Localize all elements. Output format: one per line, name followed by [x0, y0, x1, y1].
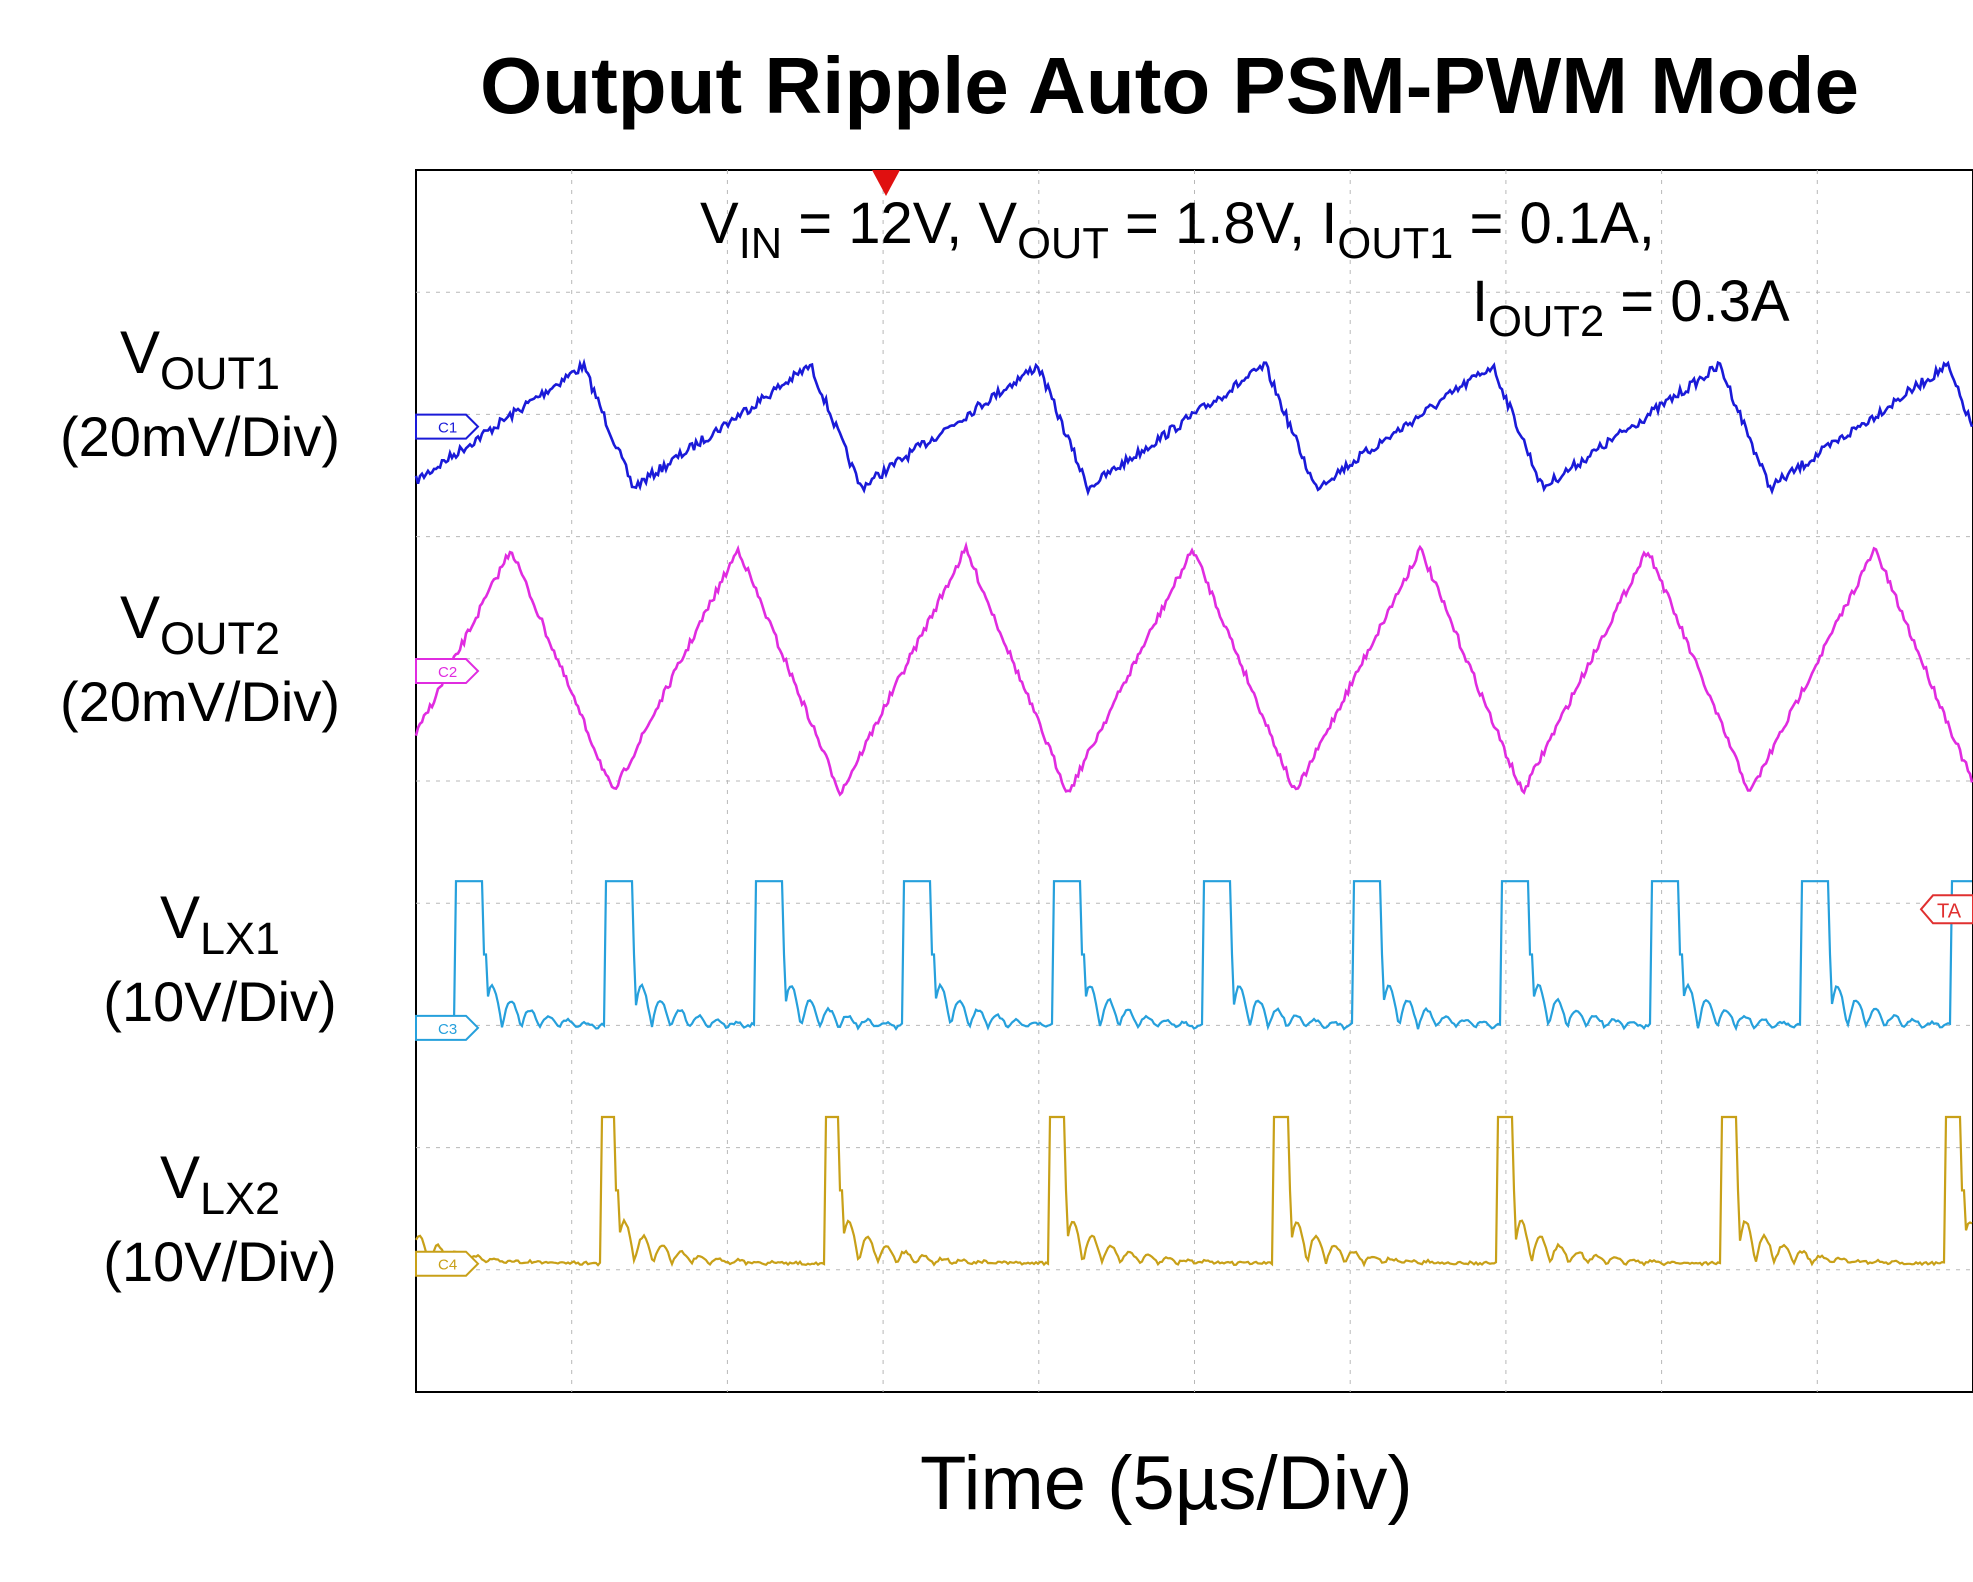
trace-vlx1 [415, 880, 1972, 1032]
grid-lines [416, 170, 1973, 1392]
channel-marker-text: C2 [438, 664, 457, 681]
trigger-level-text: TA [1937, 900, 1962, 922]
trace-vout1 [414, 358, 1973, 497]
x-axis-label: Time (5µs/Div) [920, 1441, 1413, 1526]
channel-marker-text: C3 [438, 1021, 457, 1038]
trigger-level-marker [1919, 894, 1973, 925]
channel-markers: C1 C2 C3 C4 TA [415, 413, 1973, 1277]
chart-title: Output Ripple Auto PSM-PWM Mode [480, 41, 1860, 130]
trace-vout2 [414, 541, 1973, 797]
channel-marker-c2 [415, 658, 480, 685]
channel-marker-text: C4 [438, 1257, 457, 1274]
trace-vlx2 [415, 1115, 1973, 1268]
test-conditions-line1: VIN = 12V, VOUT = 1.8V, IOUT1 = 0.1A, [700, 191, 1655, 269]
channel-label-vlx1: VLX1 (10V/Div) [103, 884, 337, 1033]
channel-marker-c4 [415, 1250, 480, 1277]
channel-marker-c1 [415, 413, 480, 440]
trigger-position-icon [872, 170, 900, 196]
traces [414, 358, 1973, 1268]
channel-marker-c3 [415, 1014, 480, 1041]
channel-label-vout2: VOUT2 (20mV/Div) [59, 584, 341, 733]
channel-label-vlx2: VLX2 (10V/Div) [103, 1144, 337, 1293]
test-conditions-line2: IOUT2 = 0.3A [1472, 269, 1790, 347]
channel-label-vout1: VOUT1 (20mV/Div) [59, 319, 341, 468]
channel-marker-text: C1 [438, 420, 457, 437]
